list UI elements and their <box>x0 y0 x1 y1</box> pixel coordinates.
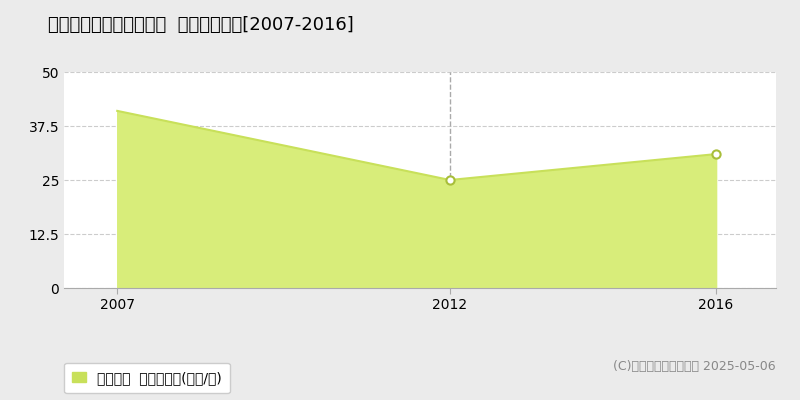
Point <box>710 151 722 157</box>
Point <box>443 177 456 183</box>
Legend: 住宅価格  平均坪単価(万円/坪): 住宅価格 平均坪単価(万円/坪) <box>64 363 230 393</box>
Text: (C)土地価格ドットコム 2025-05-06: (C)土地価格ドットコム 2025-05-06 <box>614 360 776 373</box>
Text: 名張市桔梗が丘西７番町  住宅価格推移[2007-2016]: 名張市桔梗が丘西７番町 住宅価格推移[2007-2016] <box>48 16 354 34</box>
